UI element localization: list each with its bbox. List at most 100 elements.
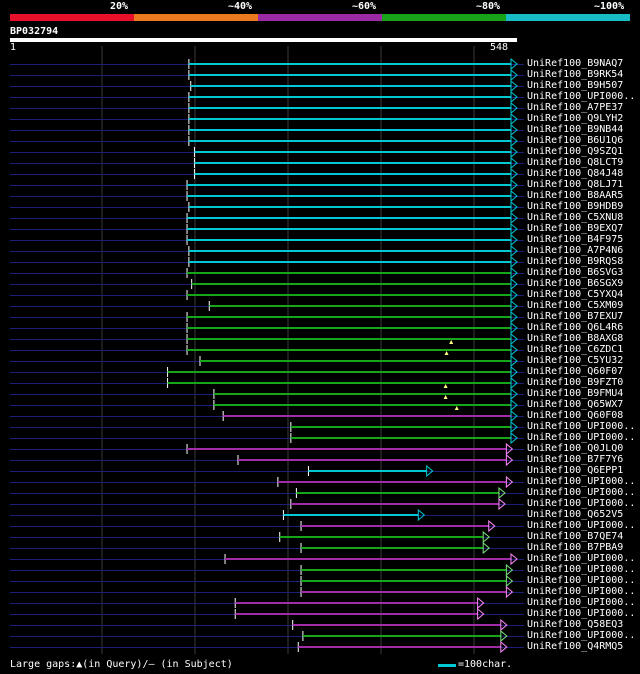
hit-arrow — [510, 68, 518, 82]
hit-label-link[interactable]: UniRef100_UPI000.. — [527, 476, 636, 487]
hit-row — [10, 384, 524, 401]
hit-label-link[interactable]: UniRef100_UPI000.. — [527, 520, 636, 531]
hit-arrow — [510, 376, 518, 390]
hit-label-link[interactable]: UniRef100_UPI000.. — [527, 575, 636, 586]
hit-label-link[interactable]: UniRef100_B9NAQ7 — [527, 58, 624, 69]
hit-label-link[interactable]: UniRef100_B7QE74 — [527, 531, 624, 542]
hit-label-link[interactable]: UniRef100_UPI000.. — [527, 498, 636, 509]
hit-label-link[interactable]: UniRef100_B6U1Q6 — [527, 135, 624, 146]
hit-label-link[interactable]: UniRef100_UPI000.. — [527, 608, 636, 619]
hit-row — [10, 222, 524, 236]
hit-arrow — [417, 508, 426, 522]
hit-row — [10, 112, 524, 126]
hit-label-link[interactable]: UniRef100_UPI000.. — [527, 597, 636, 608]
gap-mark — [449, 340, 454, 344]
hit-arrow — [510, 244, 518, 258]
hit-arrow — [510, 178, 518, 192]
hit-row — [10, 508, 524, 522]
hit-arrow — [510, 233, 518, 247]
hit-label-link[interactable]: UniRef100_Q8LJ71 — [527, 179, 624, 190]
hit-row — [10, 365, 524, 379]
hit-arrow — [510, 145, 518, 159]
hit-row — [10, 200, 524, 214]
hit-label-link[interactable]: UniRef100_A7PE37 — [527, 102, 624, 113]
hit-row — [10, 497, 524, 511]
hit-label-link[interactable]: UniRef100_UPI000.. — [527, 586, 636, 597]
hit-label-link[interactable]: UniRef100_UPI000.. — [527, 91, 636, 102]
hit-label-link[interactable]: UniRef100_B9HDB9 — [527, 201, 624, 212]
hit-label-link[interactable]: UniRef100_Q60F07 — [527, 366, 624, 377]
hit-label-link[interactable]: UniRef100_B8AAR5 — [527, 190, 624, 201]
scale-label: =100char. — [458, 659, 513, 670]
hit-label-link[interactable]: UniRef100_B7EXU7 — [527, 311, 624, 322]
hit-label-link[interactable]: UniRef100_B9H507 — [527, 80, 624, 91]
hit-label-link[interactable]: UniRef100_Q60F08 — [527, 410, 624, 421]
hit-arrow — [510, 354, 518, 368]
hit-label-link[interactable]: UniRef100_C5YU32 — [527, 355, 624, 366]
hit-row — [10, 332, 524, 346]
hit-row — [10, 530, 524, 544]
hit-label-link[interactable]: UniRef100_UPI000.. — [527, 553, 636, 564]
hit-label-link[interactable]: UniRef100_Q58EQ3 — [527, 619, 624, 630]
hit-label-link[interactable]: UniRef100_B6SGX9 — [527, 278, 624, 289]
hit-row — [10, 68, 524, 82]
hit-arrow — [510, 288, 518, 302]
hit-arrow — [510, 112, 518, 126]
hit-arrow — [477, 596, 485, 610]
hit-label-link[interactable]: UniRef100_B9RQS8 — [527, 256, 624, 267]
hit-label-link[interactable]: UniRef100_C6ZDC1 — [527, 344, 624, 355]
hit-label-link[interactable]: UniRef100_UPI000.. — [527, 421, 636, 432]
hit-label-link[interactable]: UniRef100_UPI000.. — [527, 487, 636, 498]
hit-arrow — [510, 200, 518, 214]
hit-label-link[interactable]: UniRef100_C5YXQ4 — [527, 289, 624, 300]
hit-row — [10, 431, 524, 445]
hit-label-link[interactable]: UniRef100_C5XM09 — [527, 300, 624, 311]
hit-row — [10, 376, 524, 390]
hit-arrow — [505, 475, 514, 489]
hit-row — [10, 596, 524, 610]
hit-label-link[interactable]: UniRef100_UPI000.. — [527, 564, 636, 575]
hit-label-link[interactable]: UniRef100_B9RK54 — [527, 69, 624, 80]
hit-label-link[interactable]: UniRef100_B9NB44 — [527, 124, 624, 135]
hit-label-link[interactable]: UniRef100_B4F975 — [527, 234, 624, 245]
hit-row — [10, 351, 524, 368]
hit-label-link[interactable]: UniRef100_B9FMU4 — [527, 388, 624, 399]
hit-row — [10, 79, 524, 93]
hit-label-link[interactable]: UniRef100_A7P4N6 — [527, 245, 624, 256]
hit-label-link[interactable]: UniRef100_B7F7Y6 — [527, 454, 624, 465]
hit-label-link[interactable]: UniRef100_B7PBA9 — [527, 542, 624, 553]
hit-arrow — [500, 629, 508, 643]
hit-row — [10, 277, 524, 291]
hit-label-link[interactable]: UniRef100_Q84J48 — [527, 168, 624, 179]
hit-label-link[interactable]: UniRef100_UPI000.. — [527, 630, 636, 641]
hit-arrow — [505, 563, 514, 577]
hit-label-link[interactable]: UniRef100_C5XNU8 — [527, 212, 624, 223]
hit-label-link[interactable]: UniRef100_UPI000.. — [527, 432, 636, 443]
hit-label-link[interactable]: UniRef100_B6SVG3 — [527, 267, 624, 278]
hit-label-link[interactable]: UniRef100_Q9SZQ1 — [527, 146, 624, 157]
hit-label-link[interactable]: UniRef100_Q6L4R6 — [527, 322, 624, 333]
hit-label-link[interactable]: UniRef100_B9FZT0 — [527, 377, 624, 388]
hit-arrow — [510, 552, 518, 566]
hit-row — [10, 475, 524, 489]
hit-label-link[interactable]: UniRef100_B9EXQ7 — [527, 223, 624, 234]
hit-row — [10, 563, 524, 577]
hit-arrow — [510, 255, 518, 269]
hit-label-link[interactable]: UniRef100_Q9LYH2 — [527, 113, 624, 124]
hit-row — [10, 585, 524, 599]
hit-label-link[interactable]: UniRef100_Q65WX7 — [527, 399, 624, 410]
hit-row — [10, 145, 524, 159]
hit-label-link[interactable]: UniRef100_Q8LCT9 — [527, 157, 624, 168]
query-end-label: 548 — [490, 42, 509, 53]
hit-label-link[interactable]: UniRef100_Q652V5 — [527, 509, 624, 520]
hit-label-link[interactable]: UniRef100_Q0JLQ0 — [527, 443, 624, 454]
hit-row — [10, 167, 524, 181]
hit-label-link[interactable]: UniRef100_Q6EPP1 — [527, 465, 624, 476]
hit-row — [10, 519, 524, 533]
hit-arrow — [510, 57, 518, 71]
hit-row — [10, 395, 524, 412]
hit-label-link[interactable]: UniRef100_B8AXG8 — [527, 333, 624, 344]
hit-arrow — [510, 343, 518, 357]
hit-row — [10, 101, 524, 115]
hit-label-link[interactable]: UniRef100_Q4RMQ5 — [527, 641, 624, 652]
